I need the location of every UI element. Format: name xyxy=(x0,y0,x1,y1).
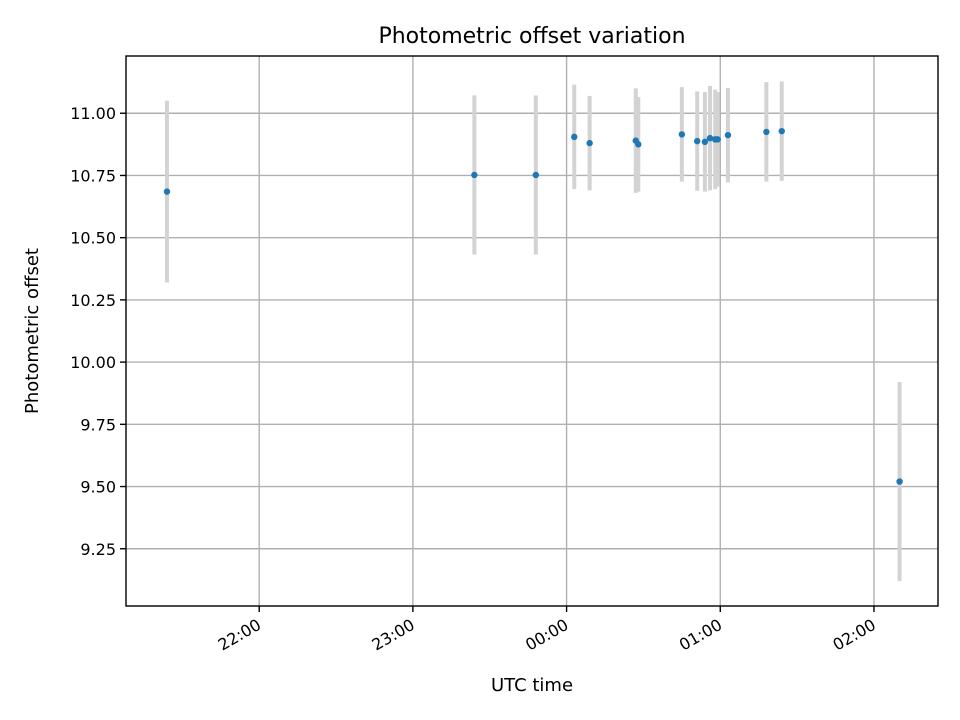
plot-frame xyxy=(125,55,939,607)
data-point xyxy=(778,127,785,135)
data-point xyxy=(471,171,478,179)
data-point xyxy=(706,134,714,142)
y-tick-label: 11.00 xyxy=(70,104,116,123)
x-tick-label: 00:00 xyxy=(522,615,571,655)
data-point xyxy=(678,131,686,138)
x-axis-label: UTC time xyxy=(491,675,573,696)
y-tick-label: 9.25 xyxy=(80,540,116,559)
x-tick-label: 02:00 xyxy=(830,615,879,655)
x-tick-label: 01:00 xyxy=(676,615,725,655)
x-tick-label: 22:00 xyxy=(215,615,264,655)
data-point xyxy=(571,133,578,141)
data-point xyxy=(724,131,732,139)
x-tick-label: 23:00 xyxy=(368,615,417,655)
y-tick-label: 10.00 xyxy=(70,353,116,372)
data-point xyxy=(586,139,593,147)
y-tick-label: 10.50 xyxy=(70,229,116,248)
data-point xyxy=(163,188,171,195)
data-point xyxy=(694,137,701,145)
data-point xyxy=(701,138,709,146)
y-tick-label: 9.75 xyxy=(80,415,116,434)
y-tick-label: 10.25 xyxy=(70,291,116,310)
data-point xyxy=(896,478,903,485)
y-tick-label: 10.75 xyxy=(70,166,116,185)
y-axis-label: Photometric offset xyxy=(22,248,43,414)
data-point xyxy=(635,141,642,148)
data-point xyxy=(763,128,770,136)
error-bars xyxy=(164,81,902,582)
y-tick-label: 9.50 xyxy=(80,478,116,497)
data-points xyxy=(163,127,903,485)
chart-title: Photometric offset variation xyxy=(378,24,685,49)
data-point xyxy=(714,136,721,143)
data-point xyxy=(532,171,540,179)
grid-lines xyxy=(126,56,938,606)
